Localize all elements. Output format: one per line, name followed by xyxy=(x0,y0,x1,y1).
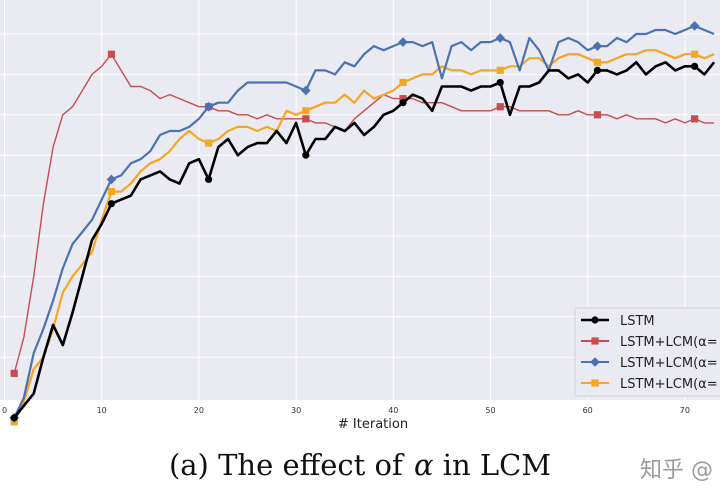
data-point xyxy=(107,50,116,58)
data-point xyxy=(107,200,116,208)
data-point xyxy=(592,41,603,51)
data-point xyxy=(10,414,18,422)
data-point xyxy=(205,175,213,184)
x-tick-label: 40 xyxy=(388,406,398,415)
x-tick-label: 0 xyxy=(2,406,7,415)
data-point xyxy=(302,107,310,115)
legend-label: LSTM xyxy=(620,314,655,329)
x-tick-label: 50 xyxy=(485,406,495,415)
x-tick-label: 30 xyxy=(291,406,301,415)
legend-label: LSTM+LCM(α= xyxy=(620,335,718,350)
data-point xyxy=(593,66,602,74)
data-point xyxy=(107,187,116,196)
data-point xyxy=(496,66,504,74)
data-point xyxy=(10,369,18,377)
data-point xyxy=(203,101,214,112)
data-point xyxy=(591,337,599,345)
series-0 xyxy=(10,60,716,422)
data-point xyxy=(302,151,310,159)
data-point xyxy=(496,103,504,111)
data-point xyxy=(591,316,599,324)
series-2 xyxy=(9,21,715,423)
data-point xyxy=(590,357,600,367)
data-point xyxy=(399,95,407,103)
x-tick-label: 70 xyxy=(680,406,690,415)
data-point xyxy=(398,37,408,47)
data-point xyxy=(399,78,407,87)
figure-caption: (a) The effect of α in LCM xyxy=(0,448,720,482)
x-axis-label: # Iteration xyxy=(338,417,408,432)
data-point xyxy=(302,115,310,123)
x-tick-labels: 0 10 20 30 40 50 60 70 xyxy=(2,406,690,415)
data-point xyxy=(689,21,700,31)
data-point xyxy=(691,115,699,123)
data-point xyxy=(593,58,602,66)
x-tick-label: 20 xyxy=(194,406,204,415)
data-point xyxy=(591,379,599,387)
x-tick-label: 10 xyxy=(97,406,107,415)
data-point xyxy=(301,85,311,96)
legend-box xyxy=(574,307,720,397)
data-point xyxy=(106,174,117,185)
legend-label: LSTM+LCM(α= xyxy=(620,377,718,392)
data-point xyxy=(205,139,213,147)
data-point xyxy=(399,99,407,107)
legend-label: LSTM+LCM(α= xyxy=(620,356,718,371)
caption-prefix: (a) The effect of xyxy=(168,448,403,482)
line-chart: 0 10 20 30 40 50 60 70 # Iteration LSTM LSTM+LCM… xyxy=(0,0,720,432)
caption-alpha-symbol: α xyxy=(413,448,434,482)
data-point xyxy=(691,62,699,70)
data-point xyxy=(496,78,504,87)
data-point xyxy=(495,33,506,43)
x-tick-label: 60 xyxy=(583,406,593,415)
watermark: 知乎 @ xyxy=(640,458,713,483)
data-point xyxy=(593,111,602,119)
data-point xyxy=(691,50,699,58)
legend: LSTM LSTM+LCM(α= LSTM+LCM(α= LSTM+LCM(α= xyxy=(574,307,720,397)
caption-suffix: in LCM xyxy=(442,448,552,482)
series-lines xyxy=(9,21,716,426)
